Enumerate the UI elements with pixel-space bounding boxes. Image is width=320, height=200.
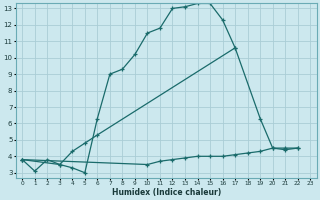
X-axis label: Humidex (Indice chaleur): Humidex (Indice chaleur): [112, 188, 221, 197]
